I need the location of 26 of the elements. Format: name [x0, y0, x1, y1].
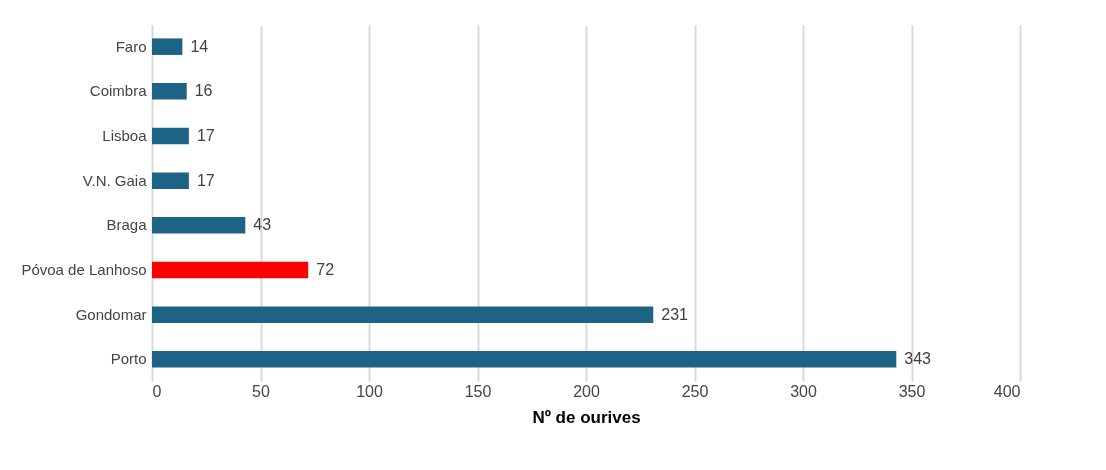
y-tick-label: Coimbra: [89, 82, 148, 100]
data-label: 16: [194, 82, 213, 100]
y-tick-label: Póvoa de Lanhoso: [21, 261, 147, 278]
x-tick-label: 100: [356, 382, 383, 400]
y-tick-label: Braga: [106, 216, 148, 234]
data-label: 72: [316, 261, 335, 278]
data-label: 17: [196, 127, 215, 144]
y-tick-label: V.N. Gaia: [82, 171, 148, 189]
data-label: 343: [904, 350, 932, 368]
x-tick-label: 150: [464, 382, 492, 400]
y-tick-label: Faro: [115, 37, 147, 55]
x-tick-label: 50: [252, 382, 270, 400]
y-tick-label: Gondomar: [75, 305, 147, 323]
data-label: 43: [253, 216, 272, 234]
y-tick-label: Porto: [110, 350, 147, 368]
x-tick-label: 300: [790, 382, 817, 400]
data-label: 14: [190, 37, 209, 55]
data-label: 231: [661, 305, 689, 323]
x-tick-label: 350: [898, 382, 926, 400]
y-tick-label: Lisboa: [102, 127, 148, 144]
data-label: 17: [196, 171, 215, 189]
x-tick-label: 250: [681, 382, 709, 400]
x-tick-label: 400: [993, 382, 1021, 400]
x-tick-label: 200: [573, 382, 600, 400]
x-axis-title: Nº de ourives: [532, 407, 641, 427]
x-tick-label: 0: [152, 382, 162, 400]
